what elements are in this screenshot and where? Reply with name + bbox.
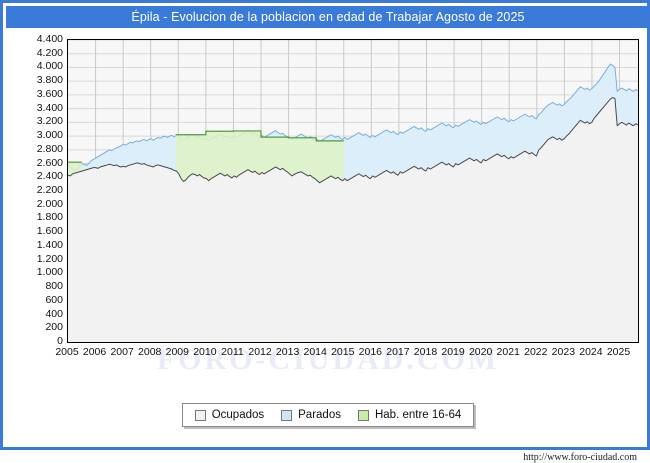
x-axis-tick-label: 2010 <box>193 346 217 358</box>
legend-item[interactable]: Ocupados <box>194 409 265 421</box>
y-axis-tick-label: 1.400 <box>36 238 63 251</box>
x-axis-tick-label: 2015 <box>331 346 355 358</box>
y-axis-tick-label: 400 <box>45 307 63 320</box>
y-axis-tick-label: 4.200 <box>36 46 63 59</box>
y-axis-tick-label: 3.000 <box>36 129 63 142</box>
x-axis-tick-label: 2022 <box>524 346 548 358</box>
legend-container: Ocupados Parados Hab. entre 16-64 <box>3 403 650 427</box>
x-axis-tick-label: 2023 <box>551 346 576 358</box>
y-axis-tick-label: 1.000 <box>36 266 63 279</box>
y-axis-tick-label: 1.600 <box>36 225 63 238</box>
y-axis-tick-label: 3.800 <box>36 74 63 87</box>
x-axis-tick-label: 2024 <box>579 346 603 358</box>
x-axis-tick-label: 2009 <box>165 346 189 358</box>
chart-plot-svg <box>68 40 638 342</box>
chart-canvas: FORO-CIUDAD.COM 0 200 400 600 800 1.000 1.200 1… <box>3 28 650 463</box>
x-axis-tick-label: 2012 <box>248 346 272 358</box>
y-axis-tick-label: 3.400 <box>36 101 63 114</box>
x-axis-tick-label: 2021 <box>496 346 520 358</box>
legend-item[interactable]: Hab. entre 16-64 <box>357 409 462 421</box>
window-title-bar: Épila - Evolucion de la poblacion en eda… <box>6 6 650 28</box>
legend-swatch <box>357 409 369 421</box>
x-axis-tick-label: 2007 <box>110 346 134 358</box>
y-axis-tick-label: 2.800 <box>36 142 63 155</box>
legend-label: Ocupados <box>211 409 265 421</box>
x-axis-tick-label: 2025 <box>606 346 631 358</box>
y-axis-tick-label: 3.600 <box>36 87 63 100</box>
y-axis-tick-label: 2.200 <box>36 184 63 196</box>
y-axis-tick-label: 0 <box>57 335 63 347</box>
page-title: Épila - Evolucion de la poblacion en eda… <box>131 10 525 24</box>
y-axis-tick-label: 4.000 <box>36 60 63 73</box>
y-axis-tick-label: 1.800 <box>36 211 63 224</box>
x-axis-tick-label: 2011 <box>221 346 244 358</box>
y-axis-tick-label: 800 <box>45 280 63 293</box>
x-axis-labels: 2005 2006 2007 2008 2009 2010 2011 2012 2013 2014… <box>3 28 650 428</box>
footer-url[interactable]: http://www.foro-ciudad.com <box>523 452 637 463</box>
x-axis-tick-label: 2017 <box>386 346 410 358</box>
x-axis-tick-label: 2020 <box>468 346 493 358</box>
y-axis-tick-label: 2.400 <box>36 170 63 183</box>
legend-label: Parados <box>298 409 341 421</box>
legend-item[interactable]: Parados <box>281 409 341 421</box>
y-axis-tick-label: 1.200 <box>36 252 63 265</box>
x-axis-tick-label: 2014 <box>303 346 327 358</box>
y-axis-tick-label: 3.200 <box>36 115 63 128</box>
chart-legend: Ocupados Parados Hab. entre 16-64 <box>181 403 475 427</box>
y-axis-tick-label: 600 <box>45 293 63 306</box>
x-axis-tick-label: 2019 <box>441 346 465 358</box>
x-axis-tick-label: 2016 <box>358 346 383 358</box>
x-axis-tick-label: 2008 <box>138 346 162 358</box>
legend-label: Hab. entre 16-64 <box>374 409 462 421</box>
y-axis-labels: 0 200 400 600 800 1.000 1.200 1.400 1.600 1.800 2.… <box>3 28 63 428</box>
legend-swatch <box>281 409 293 421</box>
plot-area <box>67 39 639 343</box>
x-axis-tick-label: 2013 <box>275 346 300 358</box>
x-axis-tick-label: 2006 <box>82 346 107 358</box>
y-axis-tick-label: 4.400 <box>36 33 63 45</box>
legend-swatch <box>194 409 206 421</box>
y-axis-tick-label: 200 <box>45 321 63 334</box>
x-axis-tick-label: 2018 <box>413 346 438 358</box>
y-axis-tick-label: 2.000 <box>36 197 63 210</box>
x-axis-tick-label: 2005 <box>55 346 79 358</box>
y-axis-tick-label: 2.600 <box>36 156 63 169</box>
